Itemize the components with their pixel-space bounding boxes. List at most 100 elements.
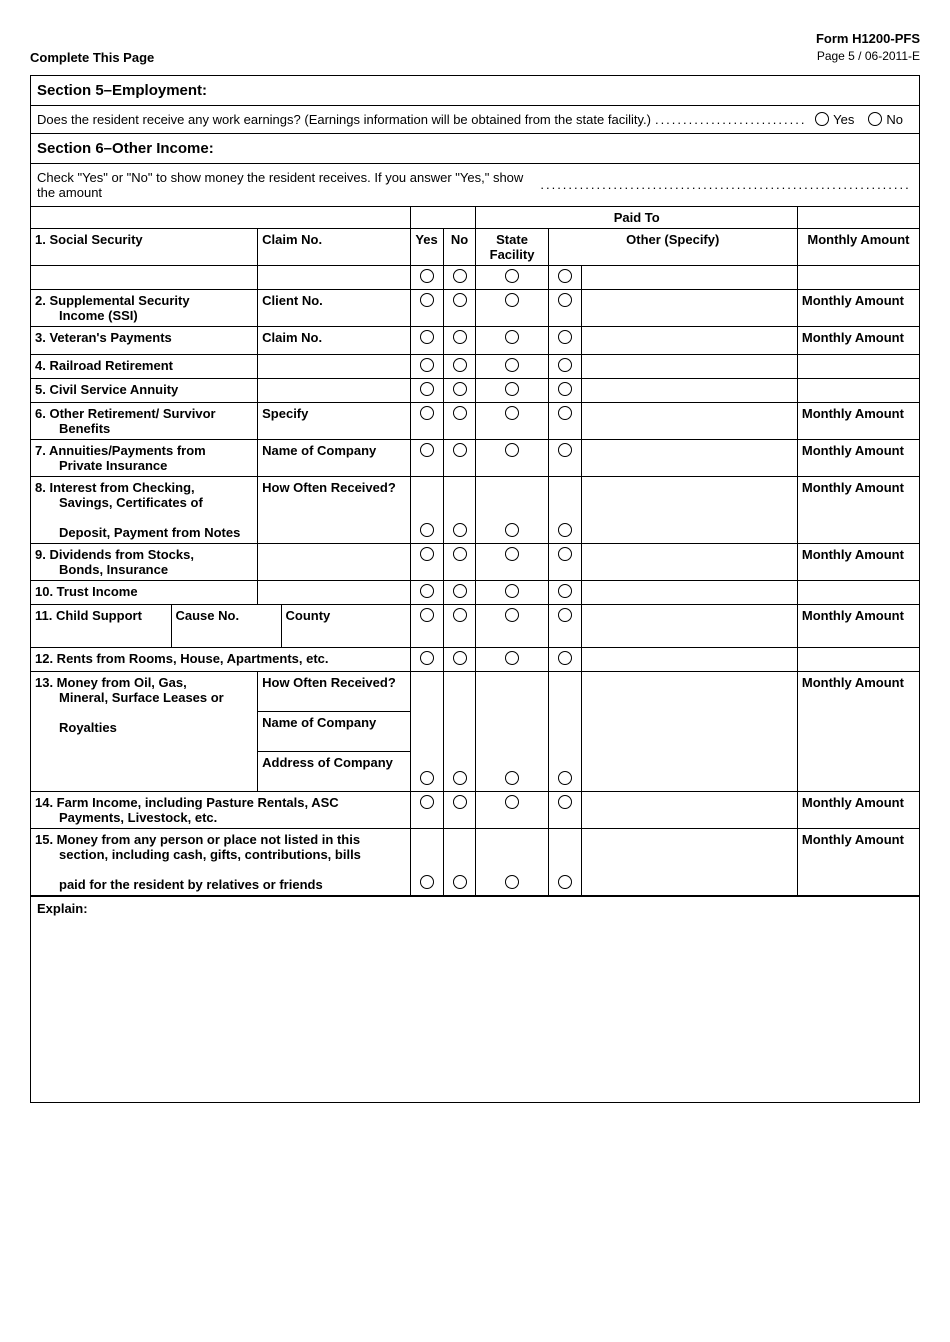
- row9-blank[interactable]: [258, 543, 410, 571]
- row2-amount-input[interactable]: [797, 318, 919, 327]
- row9-state-facility[interactable]: [505, 547, 519, 561]
- row10-blank[interactable]: [258, 580, 410, 604]
- row6-specify-input[interactable]: [258, 431, 410, 440]
- row4-amount-input[interactable]: [797, 354, 919, 378]
- row7-other-input[interactable]: [581, 439, 797, 476]
- row15-amount-input[interactable]: [797, 867, 919, 895]
- row15-other-input[interactable]: [581, 828, 797, 895]
- row3-other-input[interactable]: [581, 326, 797, 354]
- row11-county-input[interactable]: [281, 626, 410, 647]
- row9-yes[interactable]: [420, 547, 434, 561]
- row13-other-input[interactable]: [581, 671, 797, 791]
- row8-state-facility[interactable]: [505, 523, 519, 537]
- row3-other-radio[interactable]: [558, 330, 572, 344]
- row1-state-facility[interactable]: [505, 269, 519, 283]
- row15-yes[interactable]: [420, 875, 434, 889]
- row13-no[interactable]: [453, 771, 467, 785]
- row7-yes[interactable]: [420, 443, 434, 457]
- row12-state-facility[interactable]: [505, 651, 519, 665]
- row12-no[interactable]: [453, 651, 467, 665]
- row5-state-facility[interactable]: [505, 382, 519, 396]
- row4-other-radio[interactable]: [558, 358, 572, 372]
- row5-blank[interactable]: [258, 378, 410, 402]
- row11-no[interactable]: [453, 608, 467, 622]
- row1-other-radio[interactable]: [558, 269, 572, 283]
- row5-amount-input[interactable]: [797, 378, 919, 402]
- row11-other-input[interactable]: [581, 604, 797, 647]
- row6-state-facility[interactable]: [505, 406, 519, 420]
- row3-no[interactable]: [453, 330, 467, 344]
- row12-other-input[interactable]: [581, 647, 797, 671]
- row2-yes[interactable]: [420, 293, 434, 307]
- row10-no[interactable]: [453, 584, 467, 598]
- row4-no[interactable]: [453, 358, 467, 372]
- row1-other-input[interactable]: [581, 265, 797, 289]
- row8-no[interactable]: [453, 523, 467, 537]
- row1-no[interactable]: [453, 269, 467, 283]
- row5-yes[interactable]: [420, 382, 434, 396]
- row10-other-input[interactable]: [581, 580, 797, 604]
- row10-amount-input[interactable]: [797, 580, 919, 604]
- row9-no[interactable]: [453, 547, 467, 561]
- row14-other-radio[interactable]: [558, 795, 572, 809]
- row2-other-input[interactable]: [581, 289, 797, 326]
- row10-other-radio[interactable]: [558, 584, 572, 598]
- row7-company-input[interactable]: [258, 468, 410, 477]
- row3-yes[interactable]: [420, 330, 434, 344]
- row7-amount-input[interactable]: [797, 468, 919, 477]
- row9-amount-input[interactable]: [797, 572, 919, 581]
- row6-no[interactable]: [453, 406, 467, 420]
- row4-state-facility[interactable]: [505, 358, 519, 372]
- section5-yes-option[interactable]: Yes: [815, 112, 864, 127]
- row8-other-radio[interactable]: [558, 523, 572, 537]
- row13-state-facility[interactable]: [505, 771, 519, 785]
- row11-cause-input[interactable]: [171, 626, 281, 647]
- row11-other-radio[interactable]: [558, 608, 572, 622]
- row14-amount-input[interactable]: [797, 820, 919, 829]
- row2-no[interactable]: [453, 293, 467, 307]
- row1-claimno-input[interactable]: [258, 265, 410, 289]
- row11-yes[interactable]: [420, 608, 434, 622]
- row4-yes[interactable]: [420, 358, 434, 372]
- row13-amount-input[interactable]: [797, 751, 919, 791]
- row1-yes[interactable]: [420, 269, 434, 283]
- row14-state-facility[interactable]: [505, 795, 519, 809]
- row12-amount-input[interactable]: [797, 647, 919, 671]
- row11-amount-input[interactable]: [797, 638, 919, 648]
- row8-other-input[interactable]: [581, 476, 797, 543]
- row15-other-radio[interactable]: [558, 875, 572, 889]
- row7-no[interactable]: [453, 443, 467, 457]
- row2-other-radio[interactable]: [558, 293, 572, 307]
- explain-textarea[interactable]: [31, 922, 919, 1102]
- row1-amount-input[interactable]: [797, 265, 919, 289]
- row4-other-input[interactable]: [581, 354, 797, 378]
- row6-other-radio[interactable]: [558, 406, 572, 420]
- row5-no[interactable]: [453, 382, 467, 396]
- row14-no[interactable]: [453, 795, 467, 809]
- row12-other-radio[interactable]: [558, 651, 572, 665]
- row14-other-input[interactable]: [581, 791, 797, 828]
- row11-state-facility[interactable]: [505, 608, 519, 622]
- row13-other-radio[interactable]: [558, 771, 572, 785]
- row5-other-input[interactable]: [581, 378, 797, 402]
- row7-other-radio[interactable]: [558, 443, 572, 457]
- row6-yes[interactable]: [420, 406, 434, 420]
- row6-other-input[interactable]: [581, 402, 797, 439]
- row2-state-facility[interactable]: [505, 293, 519, 307]
- row15-state-facility[interactable]: [505, 875, 519, 889]
- row5-other-radio[interactable]: [558, 382, 572, 396]
- row6-amount-input[interactable]: [797, 431, 919, 440]
- row10-yes[interactable]: [420, 584, 434, 598]
- row7-state-facility[interactable]: [505, 443, 519, 457]
- row8-yes[interactable]: [420, 523, 434, 537]
- row10-state-facility[interactable]: [505, 584, 519, 598]
- row4-blank[interactable]: [258, 354, 410, 378]
- row8-often-input[interactable]: [258, 511, 410, 543]
- row14-yes[interactable]: [420, 795, 434, 809]
- row15-no[interactable]: [453, 875, 467, 889]
- row12-yes[interactable]: [420, 651, 434, 665]
- row13-yes[interactable]: [420, 771, 434, 785]
- row8-amount-input[interactable]: [797, 511, 919, 543]
- row3-state-facility[interactable]: [505, 330, 519, 344]
- row9-other-radio[interactable]: [558, 547, 572, 561]
